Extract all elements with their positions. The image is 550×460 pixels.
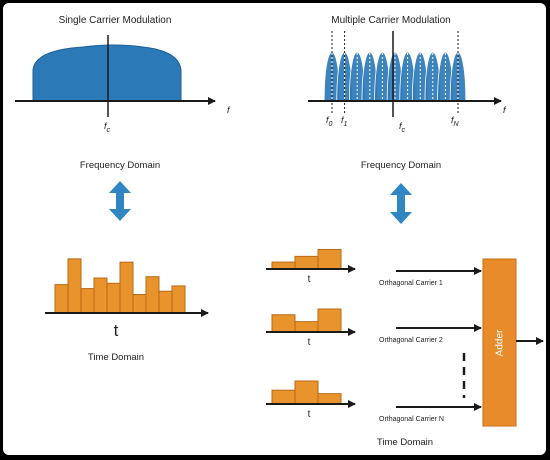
carrier-bar <box>271 314 296 333</box>
carrier-label: Orthagonal Carrier 1 <box>379 280 443 287</box>
multi-carrier-spectrum <box>323 31 467 113</box>
left-time-bar <box>119 261 134 314</box>
f1-label: f1 <box>341 115 348 128</box>
left-f-axis-label: f <box>227 105 231 115</box>
right-time-domain-label: Time Domain <box>377 437 433 448</box>
multi-carrier-title: Multiple Carrier Modulation <box>331 15 451 26</box>
carrier-t-label: t <box>308 337 311 348</box>
carrier-bar <box>271 261 296 270</box>
carrier-t-label: t <box>308 274 311 285</box>
left-time-bar <box>67 258 82 314</box>
adder-block <box>482 258 517 427</box>
carrier-bar <box>271 389 296 405</box>
carrier-group: t Orthagonal Carrier N <box>266 380 482 423</box>
right-frequency-domain-label: Frequency Domain <box>361 160 441 171</box>
carrier-bar <box>294 255 319 270</box>
carrier-bar <box>317 248 342 270</box>
left-t-label: t <box>114 321 119 340</box>
left-frequency-domain-label: Frequency Domain <box>80 160 160 171</box>
carrier-t-label: t <box>308 409 311 420</box>
ofdm-diagram: Single Carrier Modulation f fc Frequency… <box>15 15 544 448</box>
left-time-bar <box>54 284 69 314</box>
left-time-bar <box>80 288 95 314</box>
carrier-group: t Orthagonal Carrier 1 <box>266 248 482 287</box>
carrier-label: Orthagonal Carrier 2 <box>379 337 443 344</box>
single-carrier-title: Single Carrier Modulation <box>59 15 172 26</box>
single-carrier-spectrum <box>32 44 182 102</box>
carrier-bar <box>317 393 342 405</box>
left-time-bar <box>93 277 108 314</box>
right-fc-label: fc <box>399 121 406 134</box>
left-time-domain-label: Time Domain <box>88 352 144 363</box>
fn-label: fN <box>451 115 460 128</box>
adder-label: Adder <box>495 329 506 356</box>
left-time-bar <box>171 285 186 314</box>
carrier-bar <box>317 308 342 333</box>
carrier-bar <box>294 321 319 333</box>
left-double-arrow <box>109 181 131 221</box>
carrier-time-domain-groups: t Orthagonal Carrier 1 t Orthagonal Carrier… <box>266 248 482 423</box>
left-time-bar <box>158 290 173 314</box>
carrier-label: Orthagonal Carrier N <box>379 416 444 423</box>
left-time-domain-bars <box>54 258 186 314</box>
f0-label: f0 <box>326 115 333 128</box>
left-time-bar <box>106 282 121 314</box>
right-f-axis-label: f <box>503 105 507 115</box>
left-time-bar <box>132 294 147 314</box>
carrier-group: t Orthagonal Carrier 2 <box>266 308 482 348</box>
left-fc-label: fc <box>104 121 111 134</box>
carrier-bar <box>294 380 319 405</box>
diagram-frame: Single Carrier Modulation f fc Frequency… <box>3 3 546 455</box>
left-time-bar <box>145 276 160 314</box>
right-double-arrow <box>390 183 412 224</box>
